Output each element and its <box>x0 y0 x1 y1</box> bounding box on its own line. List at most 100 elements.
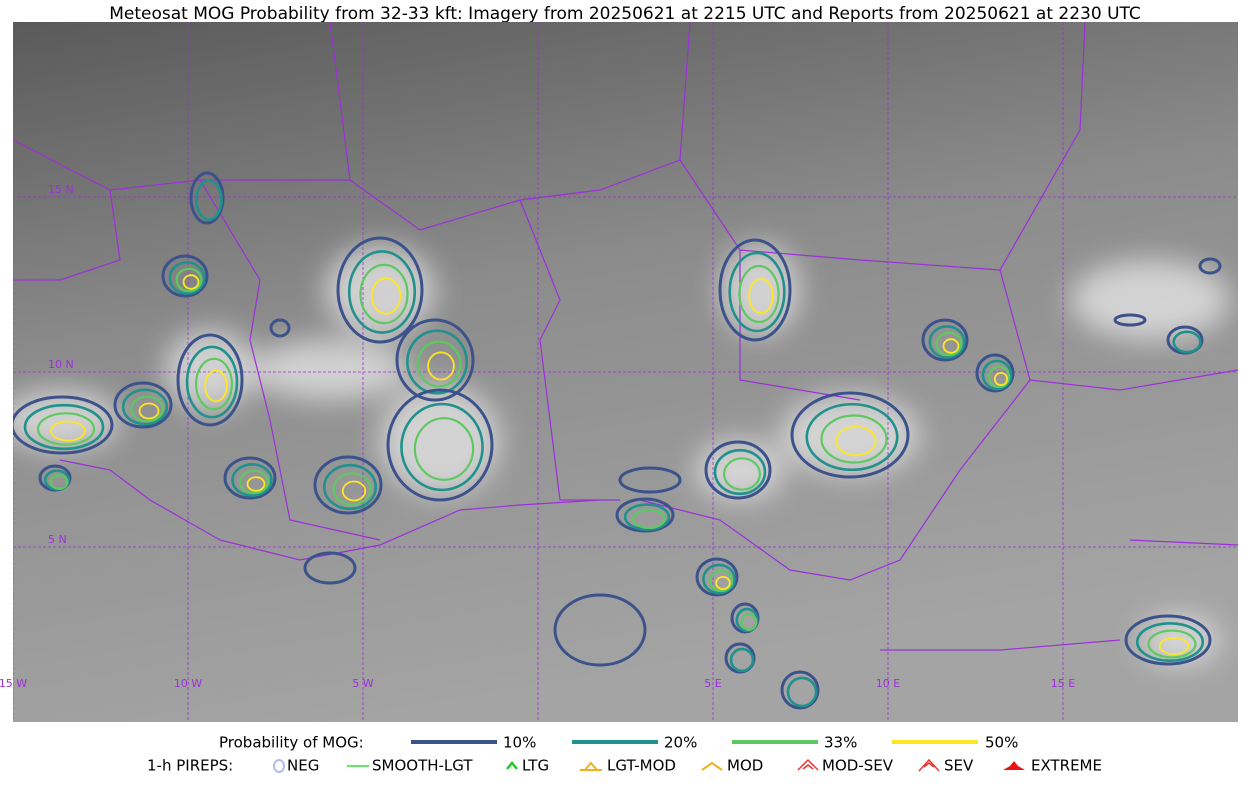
legend-icon <box>701 761 723 771</box>
legend-icon <box>1003 761 1025 770</box>
contour <box>313 455 383 515</box>
contour <box>370 277 402 315</box>
contour <box>161 254 209 298</box>
contour <box>729 647 755 673</box>
contour <box>740 613 758 631</box>
lat-label: 5 N <box>48 533 67 546</box>
contour <box>835 425 877 457</box>
contour <box>748 278 774 314</box>
contour <box>386 388 494 502</box>
contour <box>1172 330 1202 354</box>
legend-icon <box>797 758 819 771</box>
contour <box>427 351 455 381</box>
contour <box>341 480 367 502</box>
contour <box>987 365 1011 389</box>
contour <box>708 569 734 593</box>
contour <box>928 325 966 359</box>
contour <box>395 318 475 402</box>
contour <box>1124 614 1212 666</box>
legend-icon <box>506 761 518 770</box>
contour <box>790 391 910 479</box>
contour <box>406 329 468 395</box>
legend-label: EXTREME <box>1031 757 1102 775</box>
legend-label: 50% <box>985 734 1018 752</box>
contour <box>416 340 462 388</box>
legend-title: Probability of MOG: <box>219 734 364 752</box>
contour <box>695 557 739 597</box>
legend-label: 20% <box>664 734 697 752</box>
contour <box>23 403 105 451</box>
contour <box>702 563 736 595</box>
contour <box>981 359 1013 391</box>
contour <box>728 251 786 333</box>
graticule <box>13 22 1238 722</box>
contour <box>820 414 888 464</box>
contour <box>921 318 969 362</box>
contour <box>623 503 671 531</box>
contour <box>780 670 820 710</box>
contour <box>332 472 372 506</box>
contour <box>1135 621 1205 663</box>
lat-label: 10 N <box>48 358 74 371</box>
contour <box>36 412 96 446</box>
contour <box>704 440 772 500</box>
title: Meteosat MOG Probability from 32-33 kft:… <box>109 4 1141 24</box>
contour <box>413 417 475 481</box>
legend-label: LTG <box>522 757 549 775</box>
contour <box>204 369 228 403</box>
lon-label: 10 E <box>876 677 900 690</box>
legend-title: 1-h PIREPS: <box>147 757 233 775</box>
legend-icon <box>580 761 602 771</box>
contour <box>805 402 899 472</box>
contour <box>50 420 86 442</box>
lon-label: 10 W <box>174 677 202 690</box>
map <box>13 22 1238 722</box>
contour <box>713 448 767 496</box>
contour <box>223 456 277 500</box>
lon-label: 5 W <box>352 677 373 690</box>
contour <box>138 402 160 420</box>
contour <box>738 264 780 324</box>
contour <box>632 508 666 530</box>
contour <box>336 236 424 344</box>
contour <box>246 476 266 492</box>
contour <box>553 593 647 667</box>
contour <box>195 179 223 221</box>
legend-label: LGT-MOD <box>607 757 676 775</box>
legend-label: MOD-SEV <box>822 757 894 775</box>
contour <box>194 357 234 411</box>
contour <box>1158 636 1190 656</box>
legend-label: SMOOTH-LGT <box>372 757 473 775</box>
contour <box>722 457 762 491</box>
contour <box>231 463 273 497</box>
contour <box>942 338 960 354</box>
contour <box>322 463 378 511</box>
lon-label: 5 E <box>704 677 721 690</box>
contour <box>1198 257 1222 275</box>
contour <box>238 469 270 495</box>
contour <box>615 497 675 533</box>
contour <box>175 267 203 293</box>
contour <box>359 263 409 325</box>
contour <box>185 345 239 419</box>
legend-label: MOD <box>727 757 763 775</box>
lon-label: 15 E <box>1051 677 1075 690</box>
contour <box>130 395 164 423</box>
contour <box>176 333 244 427</box>
contour <box>189 171 225 225</box>
lat-label: 15 N <box>48 183 74 196</box>
legend-label: NEG <box>287 757 319 775</box>
contour <box>400 402 484 492</box>
probability-contours <box>13 171 1222 710</box>
contour <box>786 676 818 708</box>
legend-label: SEV <box>944 757 974 775</box>
legend-label: 33% <box>824 734 857 752</box>
legend: Probability of MOG: 10% 20% 33% 50% 1-h PIREP… <box>147 734 1102 775</box>
contour <box>715 575 731 591</box>
contour <box>1113 313 1147 327</box>
contour <box>347 250 417 334</box>
contour <box>718 238 792 342</box>
lon-label: 15 W <box>0 677 27 690</box>
contour <box>113 381 173 429</box>
